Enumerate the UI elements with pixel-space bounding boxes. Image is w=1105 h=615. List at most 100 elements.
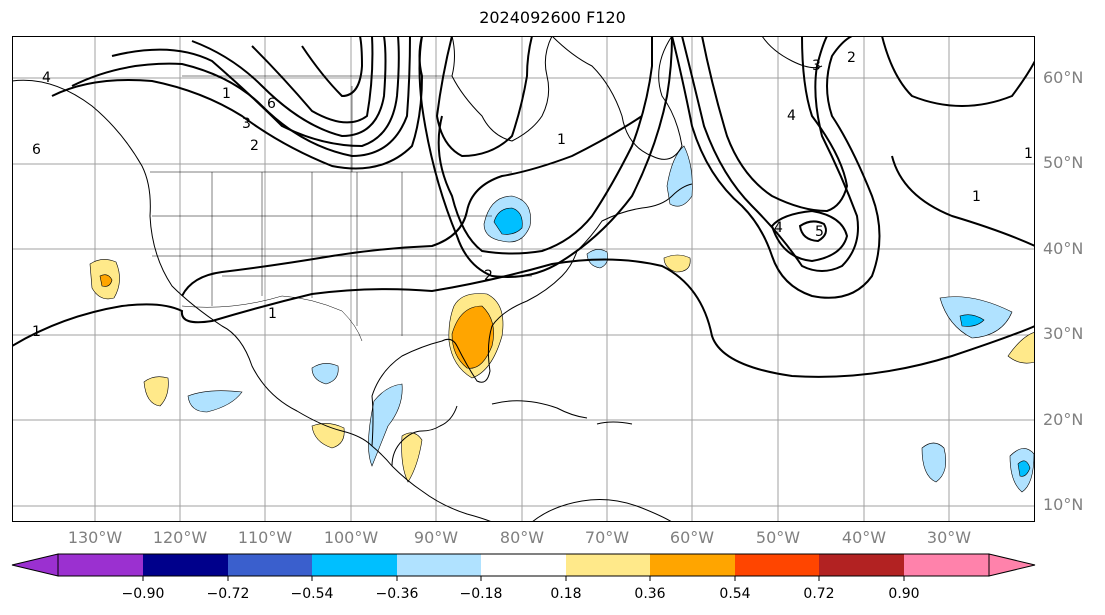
shaded-anomalies — [89, 145, 1035, 493]
colorbar-bin — [650, 554, 735, 576]
colorbar-tick-label: 0.90 — [888, 586, 920, 602]
hispaniola — [596, 421, 633, 425]
contour-label: 1 — [32, 324, 41, 340]
contour-label: 2 — [484, 268, 493, 284]
contour-label: 3 — [812, 58, 821, 74]
lon-label: 30°W — [926, 528, 972, 547]
contour-trough-3 — [418, 36, 673, 278]
anomaly-atlantic-blue-core — [959, 314, 985, 327]
graticule — [12, 36, 1035, 522]
lon-label: 130°W — [67, 528, 123, 547]
colorbar-tick-label: 0.18 — [550, 586, 582, 602]
contour-atlantic-2 — [891, 155, 1035, 247]
colorbar — [11, 553, 1036, 581]
anomaly-mexico-yellow — [311, 423, 345, 449]
lon-label: 50°W — [755, 528, 801, 547]
contours — [12, 36, 1035, 378]
lon-label: 120°W — [152, 528, 208, 547]
anomaly-pacific-orange — [99, 274, 113, 287]
anomaly-atlantic-yellow-east — [1007, 331, 1035, 364]
colorbar-tick-label: −0.54 — [290, 586, 334, 602]
anomaly-africa-blue — [921, 442, 947, 483]
anomaly-atlantic-yellow — [663, 254, 691, 273]
lon-label: 80°W — [499, 528, 545, 547]
contour-ridge-1 — [51, 36, 424, 170]
contour-label: 2 — [847, 50, 856, 66]
colorbar-bin — [228, 554, 312, 576]
lon-label: 90°W — [413, 528, 459, 547]
contour-atlantic-low-3 — [701, 36, 849, 213]
lon-label: 60°W — [669, 528, 715, 547]
contour-label: 4 — [774, 220, 783, 236]
colorbar-tick-label: −0.90 — [121, 586, 165, 602]
lon-label: 40°W — [841, 528, 887, 547]
colorbar-outline — [57, 553, 990, 577]
lat-label: 40°N — [1043, 239, 1084, 258]
contour-atlantic-low-1 — [671, 36, 881, 299]
borders — [150, 75, 532, 342]
anomaly-great-lakes-core — [493, 207, 523, 235]
colorbar-bin — [904, 554, 989, 576]
anomaly-pacific-blue-2 — [187, 390, 243, 413]
colorbar-bin — [143, 554, 228, 576]
colorbar-tick-label: −0.72 — [206, 586, 250, 602]
contour-ridge-6 — [301, 36, 364, 98]
anomaly-capeverde-core — [1017, 460, 1031, 477]
anomaly-pacific-yellow-2 — [143, 376, 169, 407]
contour-ridge-4 — [191, 36, 387, 138]
lon-label: 100°W — [323, 528, 379, 547]
contour-label: 4 — [787, 108, 796, 124]
contour-trough-2 — [437, 36, 654, 255]
contour-atlantic-1 — [881, 36, 1035, 107]
anomaly-mexico-blue — [311, 363, 339, 385]
lon-label: 70°W — [584, 528, 630, 547]
contour-trough-1 — [435, 36, 533, 158]
contour-label: 1 — [1024, 146, 1033, 162]
contour-label: 1 — [557, 132, 566, 148]
contour-atlantic-low-2 — [681, 36, 859, 272]
lat-label: 20°N — [1043, 410, 1084, 429]
colorbar-tick-label: 0.54 — [719, 586, 751, 602]
colorbar-tick-label: −0.36 — [375, 586, 419, 602]
lon-label: 110°W — [237, 528, 293, 547]
anomaly-newfoundland-blue — [666, 145, 693, 207]
colorbar-bin — [566, 554, 650, 576]
contour-2-south — [181, 115, 643, 297]
colorbar-bin — [735, 554, 819, 576]
contour-ridge-3 — [111, 36, 400, 148]
contour-label: 1 — [972, 189, 981, 205]
map-frame — [12, 36, 1035, 522]
colorbar-tick-label: 0.72 — [803, 586, 835, 602]
map-title: 2024092600 F120 — [479, 8, 626, 27]
colorbar-bin — [312, 554, 397, 576]
coastlines — [12, 36, 823, 522]
contour-label: 2 — [250, 138, 259, 154]
contour-label: 1 — [268, 306, 277, 322]
contour-label: 4 — [42, 70, 51, 86]
contour-atlantic-low-5 — [798, 220, 827, 243]
colorbar-tick-label: 0.36 — [634, 586, 666, 602]
contour-label: 3 — [242, 116, 251, 132]
cuba — [491, 400, 588, 419]
colorbar-bin — [397, 554, 481, 576]
anomaly-central-america-yellow — [401, 432, 423, 483]
colorbar-bin — [819, 554, 904, 576]
south-america — [531, 499, 673, 522]
colorbar-bin — [481, 554, 566, 576]
lat-label: 50°N — [1043, 153, 1084, 172]
lat-label: 10°N — [1043, 495, 1084, 514]
colorbar-over-extension — [988, 553, 1036, 577]
colorbar-bin — [58, 554, 143, 576]
lat-label: 60°N — [1043, 68, 1084, 87]
contour-atlantic-low-4 — [770, 209, 849, 263]
contour-labels: 1 1 1 1 2 2 3 4 4 5 6 6 4 3 2 1 1 — [32, 50, 1033, 340]
contour-label: 6 — [32, 142, 41, 158]
contour-1-pacific — [12, 258, 1035, 378]
map-plot: 1 1 1 1 2 2 3 4 4 5 6 6 4 3 2 1 1 — [12, 36, 1035, 522]
contour-label: 5 — [815, 224, 824, 240]
contour-label: 1 — [222, 86, 231, 102]
anomaly-gulf-blue — [368, 383, 403, 467]
colorbar-under-extension — [11, 553, 59, 577]
contour-label: 6 — [267, 96, 276, 112]
contour-ridge-5 — [251, 36, 374, 124]
